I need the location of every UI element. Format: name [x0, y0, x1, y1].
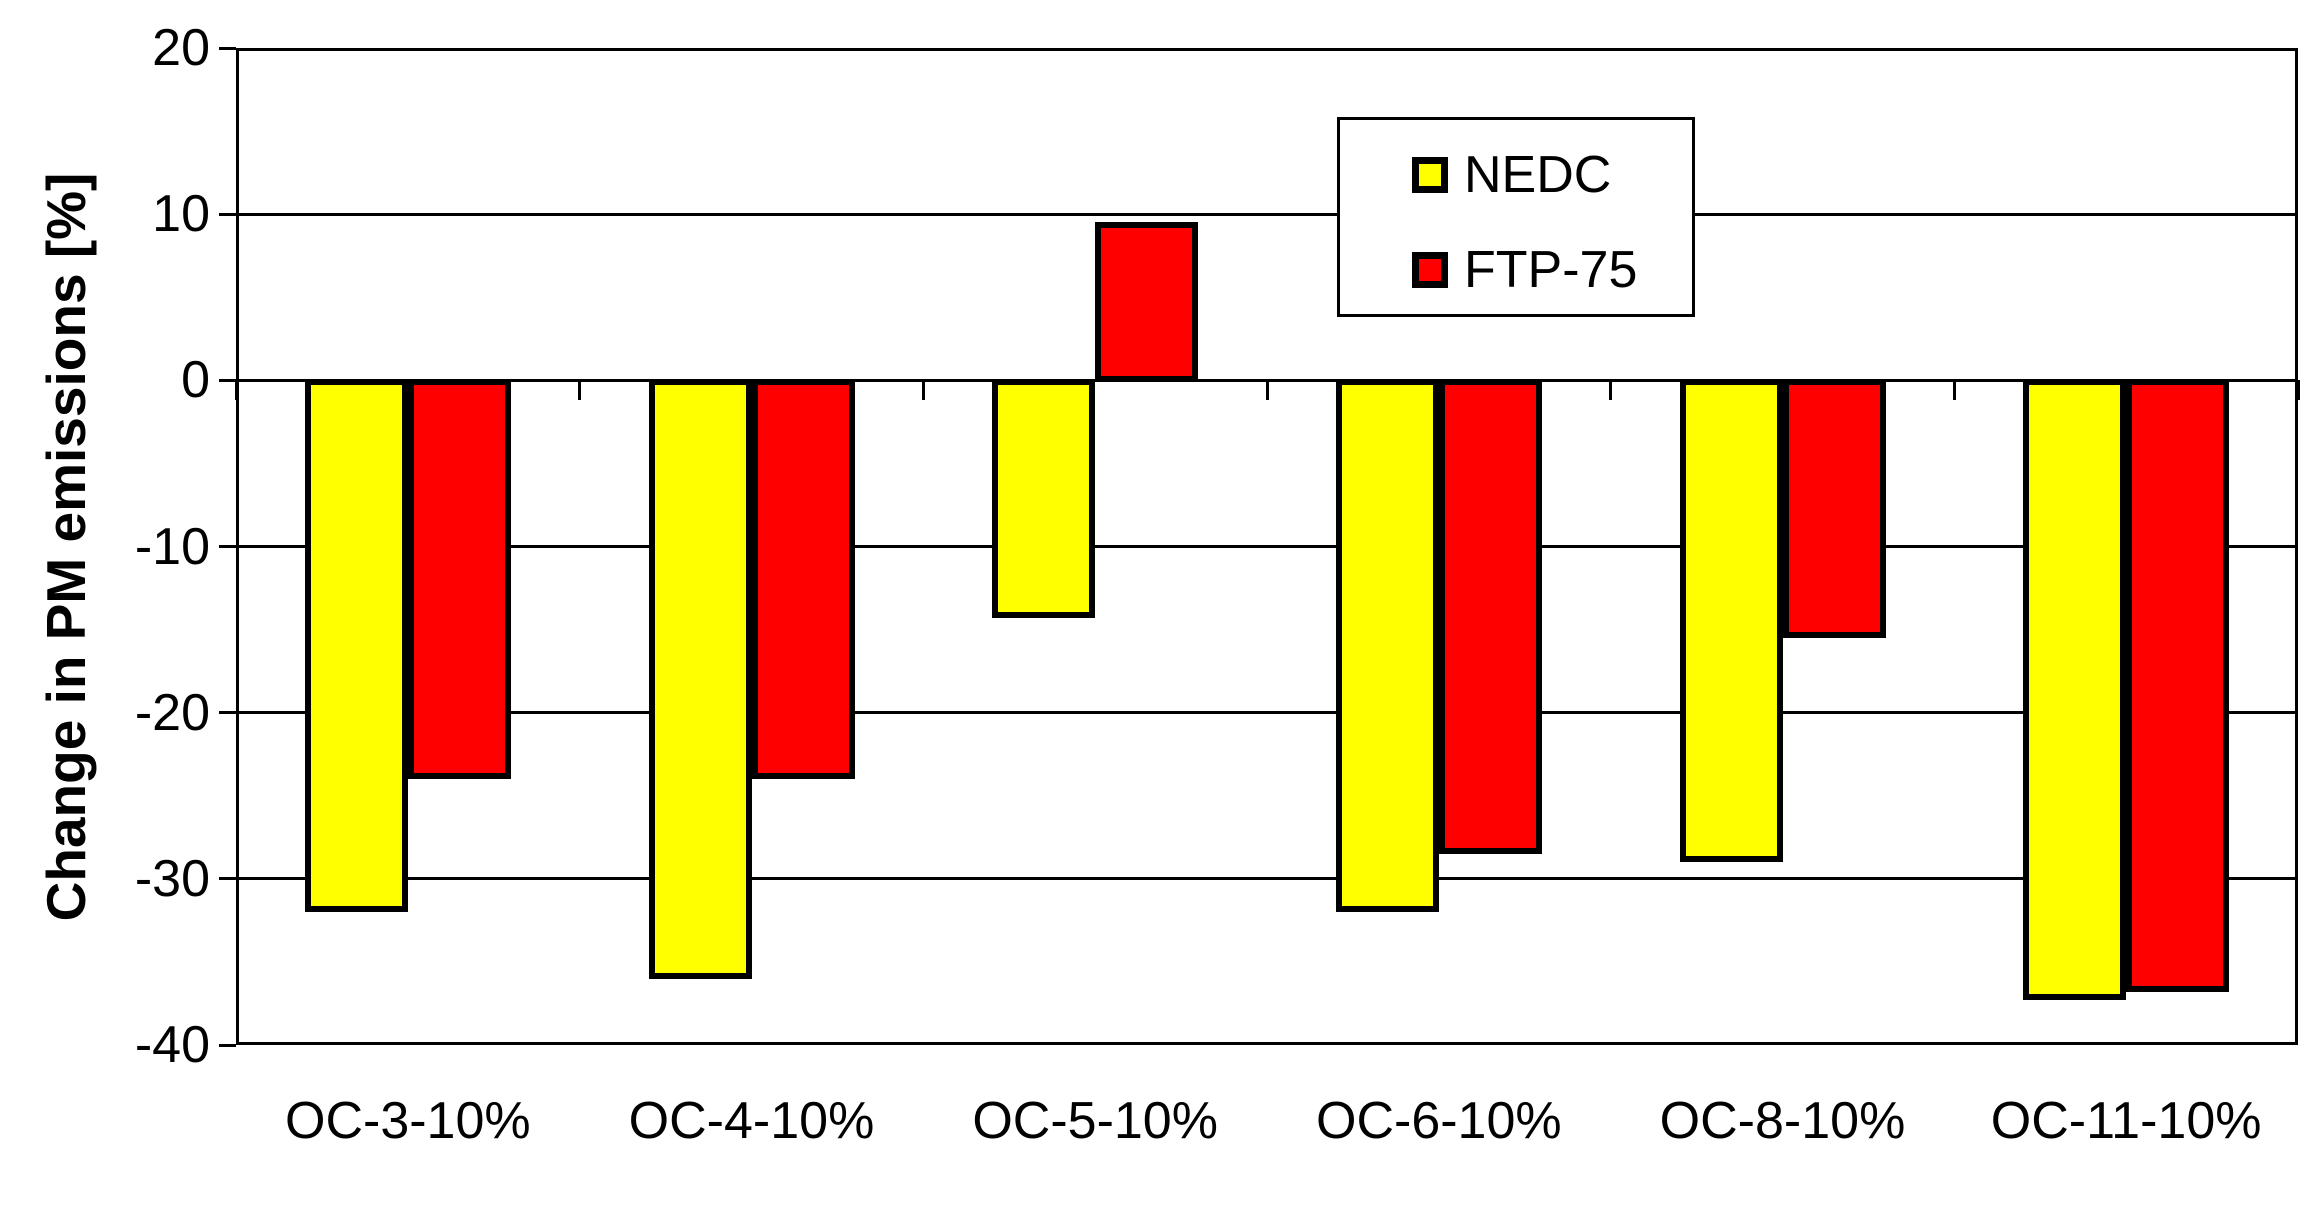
y-axis-tick-label: 10: [152, 185, 210, 244]
category-label-OC-6-10%: OC-6-10%: [1316, 1092, 1562, 1150]
bar-nedc-OC-6-10%: [1335, 378, 1439, 913]
legend: NEDC FTP-75: [1337, 117, 1695, 317]
y-axis-tick: [219, 545, 236, 548]
category-label-OC-11-10%: OC-11-10%: [1990, 1092, 2262, 1150]
nedc-swatch-icon: [1412, 157, 1448, 193]
y-axis-tick: [219, 212, 236, 216]
category-label-OC-8-10%: OC-8-10%: [1659, 1092, 1906, 1150]
gridline-y-30: [236, 877, 2298, 881]
x-axis-tick: [921, 380, 925, 401]
y-axis-tick-label: 20: [152, 19, 210, 77]
y-axis-tick-label: -20: [134, 683, 210, 742]
category-label-OC-3-10%: OC-3-10%: [285, 1092, 531, 1150]
x-axis-tick: [578, 380, 582, 401]
x-axis-tick: [2296, 380, 2300, 401]
x-axis-tick: [1609, 380, 1613, 401]
y-axis-tick-label: -40: [134, 1016, 210, 1074]
legend-label-ftp75: FTP-75: [1464, 241, 1638, 299]
bar-ftp-75-OC-8-10%: [1782, 378, 1886, 638]
bar-ftp-75-OC-11-10%: [2126, 378, 2230, 992]
bar-ftp-75-OC-5-10%: [1095, 222, 1199, 382]
bar-nedc-OC-5-10%: [992, 378, 1096, 618]
category-label-OC-5-10%: OC-5-10%: [972, 1092, 1218, 1150]
ftp75-swatch-icon: [1412, 252, 1448, 288]
y-axis-tick-label: -30: [134, 849, 210, 908]
bar-ftp-75-OC-6-10%: [1438, 378, 1542, 854]
bar-nedc-OC-4-10%: [648, 378, 752, 979]
bar-nedc-OC-3-10%: [304, 378, 408, 913]
x-axis-tick: [234, 380, 238, 401]
y-axis-tick: [219, 378, 236, 382]
gridline-y10: [236, 212, 2298, 216]
gridline-y-20: [236, 711, 2298, 715]
gridline-y-10: [236, 545, 2298, 548]
y-axis-tick-label: -10: [134, 517, 210, 576]
bar-nedc-OC-8-10%: [1679, 378, 1783, 863]
bar-nedc-OC-11-10%: [2023, 378, 2127, 1001]
bar-ftp-75-OC-3-10%: [407, 378, 511, 780]
x-axis-tick: [1265, 380, 1269, 401]
y-axis-tick: [219, 877, 236, 881]
x-axis-tick: [1952, 380, 1956, 401]
bar-ftp-75-OC-4-10%: [751, 378, 855, 780]
y-axis-tick-label: 0: [181, 351, 210, 410]
legend-item-nedc: NEDC: [1412, 144, 1611, 206]
y-axis-tick: [219, 711, 236, 715]
category-label-OC-4-10%: OC-4-10%: [628, 1092, 875, 1150]
legend-item-ftp75: FTP-75: [1412, 239, 1637, 301]
y-axis-tick: [219, 46, 236, 50]
y-axis-tick: [219, 1043, 236, 1047]
legend-label-nedc: NEDC: [1464, 146, 1612, 204]
